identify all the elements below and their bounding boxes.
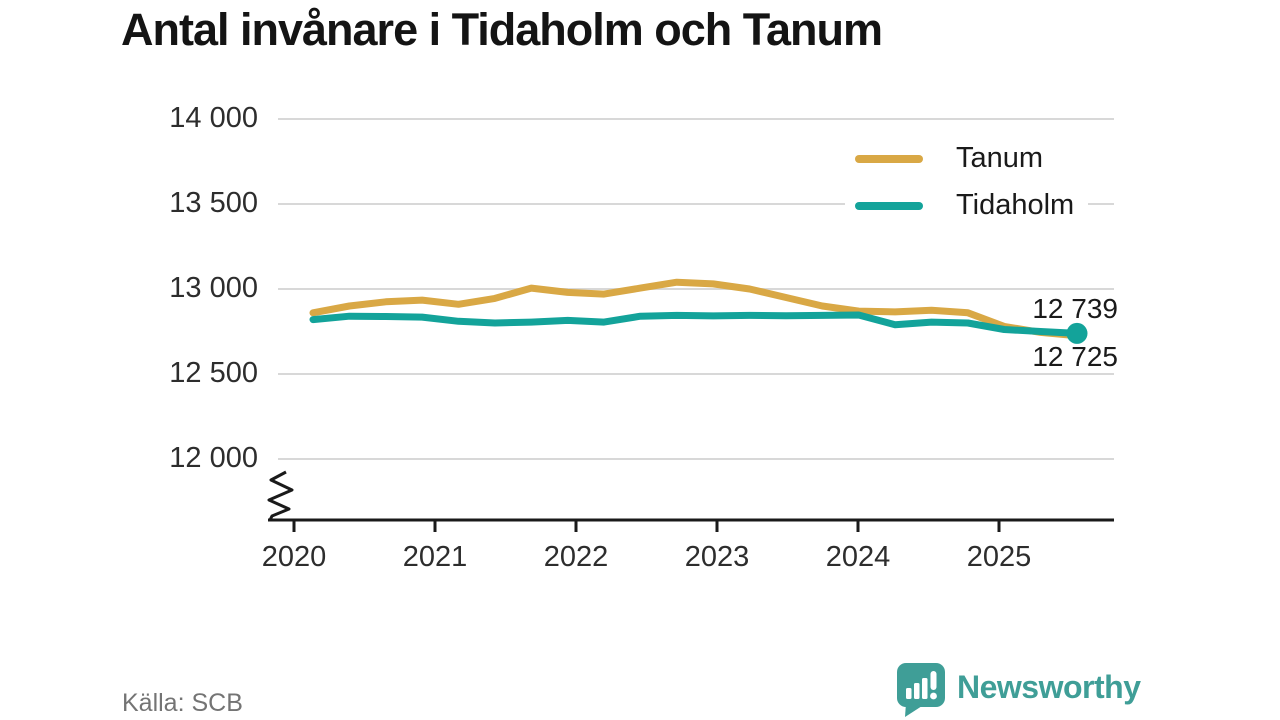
page-title: Antal invånare i Tidaholm och Tanum <box>121 4 883 55</box>
y-tick-label: 13 500 <box>169 186 258 219</box>
legend: Tanum Tidaholm <box>845 133 1089 231</box>
newsworthy-wordmark: Newsworthy <box>957 668 1141 705</box>
newsworthy-brand: Newsworthy <box>897 663 1141 717</box>
y-tick-label: 13 000 <box>169 271 258 304</box>
x-tick-label: 2025 <box>966 541 1032 573</box>
x-tick-label: 2023 <box>684 541 750 573</box>
y-tick-label: 14 000 <box>169 101 258 134</box>
y-tick-label: 12 000 <box>169 441 258 474</box>
y-tick-label: 12 500 <box>169 356 258 389</box>
newsworthy-logo-icon <box>897 663 945 717</box>
series-line-tidaholm <box>309 311 1081 337</box>
tidaholm-line-swatch <box>855 201 923 210</box>
x-tick-label: 2021 <box>402 541 468 573</box>
legend-label-tidaholm: Tidaholm <box>956 189 1075 221</box>
legend-item-tanum: Tanum <box>855 135 1074 182</box>
end-value-tidaholm: 12 739 <box>1032 293 1118 324</box>
series-line-tanum <box>309 278 1081 340</box>
tanum-line-swatch <box>855 154 923 163</box>
x-tick-label: 2024 <box>825 541 891 573</box>
source-note: Källa: SCB <box>122 689 243 717</box>
end-value-tanum: 12 725 <box>1032 341 1118 372</box>
x-tick-label: 2020 <box>261 541 327 573</box>
end-dot-tidaholm <box>1066 322 1088 344</box>
legend-label-tanum: Tanum <box>956 142 1044 174</box>
legend-item-tidaholm: Tidaholm <box>855 182 1074 229</box>
axis-break-icon <box>267 470 294 521</box>
x-tick-label: 2022 <box>543 541 609 573</box>
